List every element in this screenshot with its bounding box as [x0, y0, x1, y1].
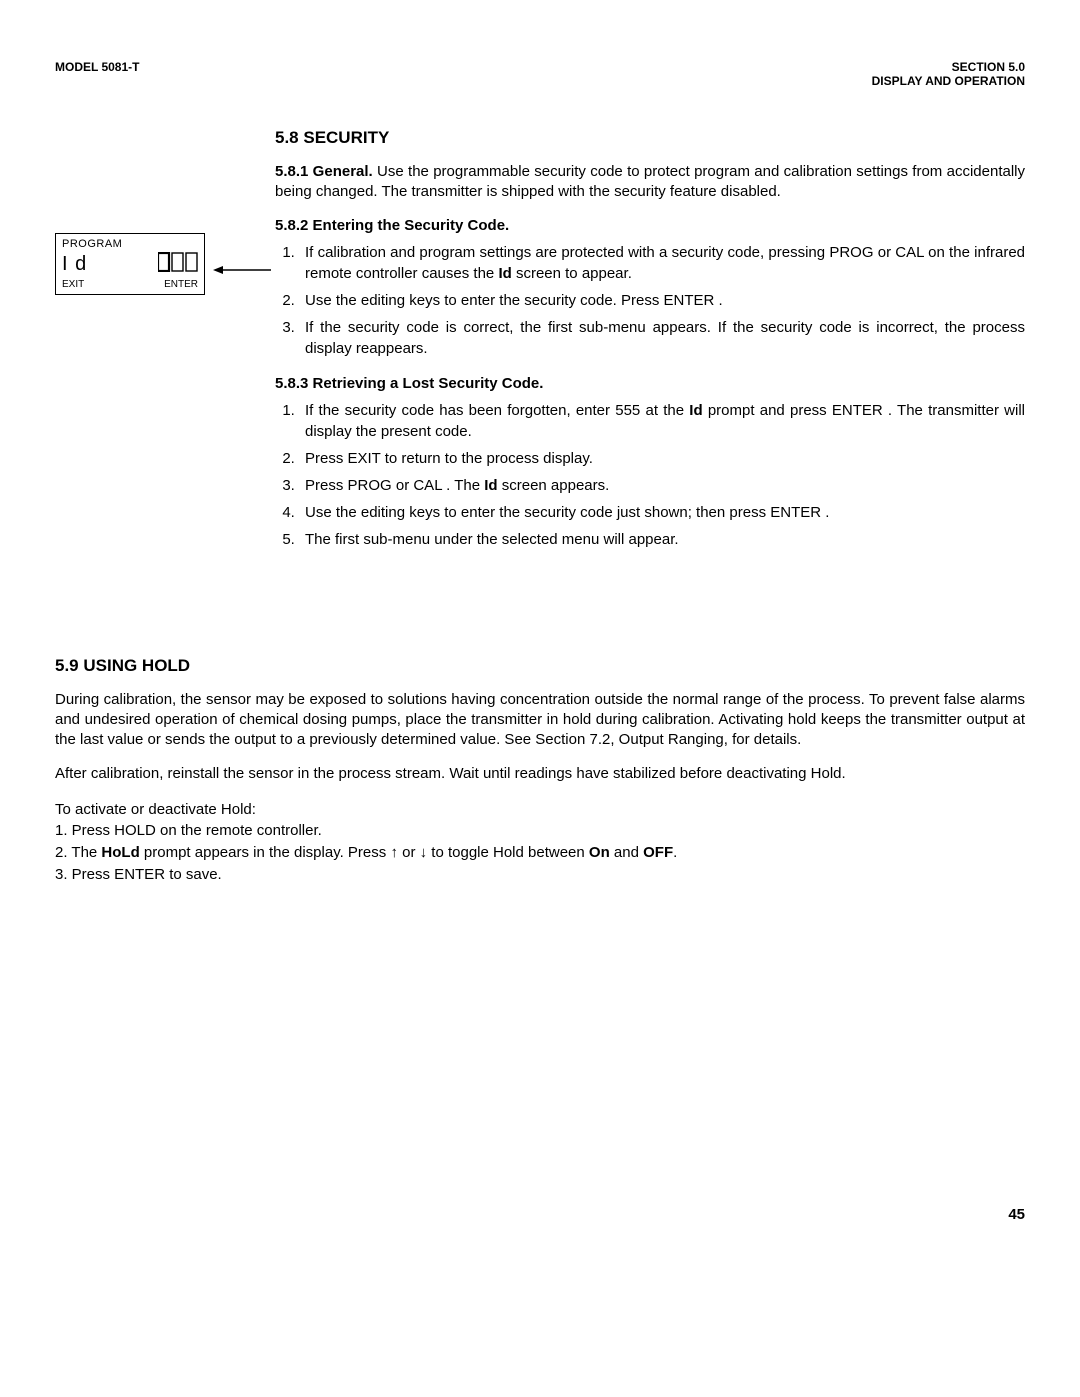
text-5-8-1: Use the programmable security code to pr… — [275, 163, 1025, 200]
hold-step-1: 1. Press HOLD on the remote controller. — [55, 820, 1025, 842]
hold-step-3: 3. Press ENTER to save. — [55, 864, 1025, 886]
section-5-9: 5.9 USING HOLD During calibration, the s… — [55, 656, 1025, 886]
section-5-8-title: 5.8 SECURITY — [275, 128, 1025, 148]
list-item: If the security code is correct, the fir… — [299, 317, 1025, 359]
page-number: 45 — [55, 1206, 1025, 1223]
s2-b1: HoLd — [101, 844, 139, 861]
header-left: MODEL 5081-T — [55, 60, 139, 88]
callout-arrow-icon — [213, 263, 273, 277]
right-column: 5.8 SECURITY 5.8.1 General. Use the prog… — [275, 128, 1025, 566]
lcd-digits — [158, 252, 198, 277]
paragraph-5-9-c: To activate or deactivate Hold: — [55, 799, 1025, 821]
s2-end: . — [673, 844, 677, 861]
s2-m1: prompt appears in the display. Press — [140, 844, 391, 861]
seven-seg-icon — [158, 252, 198, 272]
list-item: Use the editing keys to enter the securi… — [299, 502, 1025, 523]
s2-or: or — [398, 844, 420, 861]
lcd-mid-row: I d — [62, 250, 198, 279]
header-right: SECTION 5.0 DISPLAY AND OPERATION — [872, 60, 1025, 88]
label-5-8-1: 5.8.1 General. — [275, 163, 373, 180]
list-item: The first sub-menu under the selected me… — [299, 529, 1025, 550]
s2-m2: to toggle Hold between — [427, 844, 589, 861]
list-item: If calibration and program settings are … — [299, 242, 1025, 284]
list-item: If the security code has been forgotten,… — [299, 400, 1025, 442]
s2-b2: On — [589, 844, 610, 861]
main-content-row: PROGRAM I d EXIT ENTER 5.8 SE — [55, 128, 1025, 566]
list-item: Press PROG or CAL . The Id screen appear… — [299, 475, 1025, 496]
paragraph-5-9-a: During calibration, the sensor may be ex… — [55, 690, 1025, 751]
s2-b3: OFF — [643, 844, 673, 861]
lcd-id-label: I d — [62, 253, 87, 276]
header-right-1: SECTION 5.0 — [872, 60, 1025, 74]
lcd-bottom-row: EXIT ENTER — [62, 279, 198, 290]
heading-5-8-2: 5.8.2 Entering the Security Code. — [275, 217, 1025, 234]
hold-step-2: 2. The HoLd prompt appears in the displa… — [55, 842, 1025, 864]
lcd-top-label: PROGRAM — [62, 238, 198, 250]
list-item: Press EXIT to return to the process disp… — [299, 448, 1025, 469]
paragraph-5-9-b: After calibration, reinstall the sensor … — [55, 764, 1025, 784]
section-5-9-title: 5.9 USING HOLD — [55, 656, 1025, 676]
lcd-enter-label: ENTER — [164, 279, 198, 290]
lcd-display-box: PROGRAM I d EXIT ENTER — [55, 233, 205, 295]
lcd-exit-label: EXIT — [62, 279, 84, 290]
list-5-8-2: If calibration and program settings are … — [275, 242, 1025, 359]
heading-5-8-3: 5.8.3 Retrieving a Lost Security Code. — [275, 375, 1025, 392]
paragraph-5-8-1: 5.8.1 General. Use the programmable secu… — [275, 162, 1025, 203]
up-arrow-icon: ↑ — [390, 844, 398, 861]
page-header: MODEL 5081-T SECTION 5.0 DISPLAY AND OPE… — [55, 60, 1025, 88]
left-column: PROGRAM I d EXIT ENTER — [55, 128, 275, 295]
s2-and: and — [610, 844, 643, 861]
s2-pre: 2. The — [55, 844, 101, 861]
list-item: Use the editing keys to enter the securi… — [299, 290, 1025, 311]
down-arrow-icon: ↓ — [420, 844, 428, 861]
header-right-2: DISPLAY AND OPERATION — [872, 74, 1025, 88]
list-5-8-3: If the security code has been forgotten,… — [275, 400, 1025, 550]
